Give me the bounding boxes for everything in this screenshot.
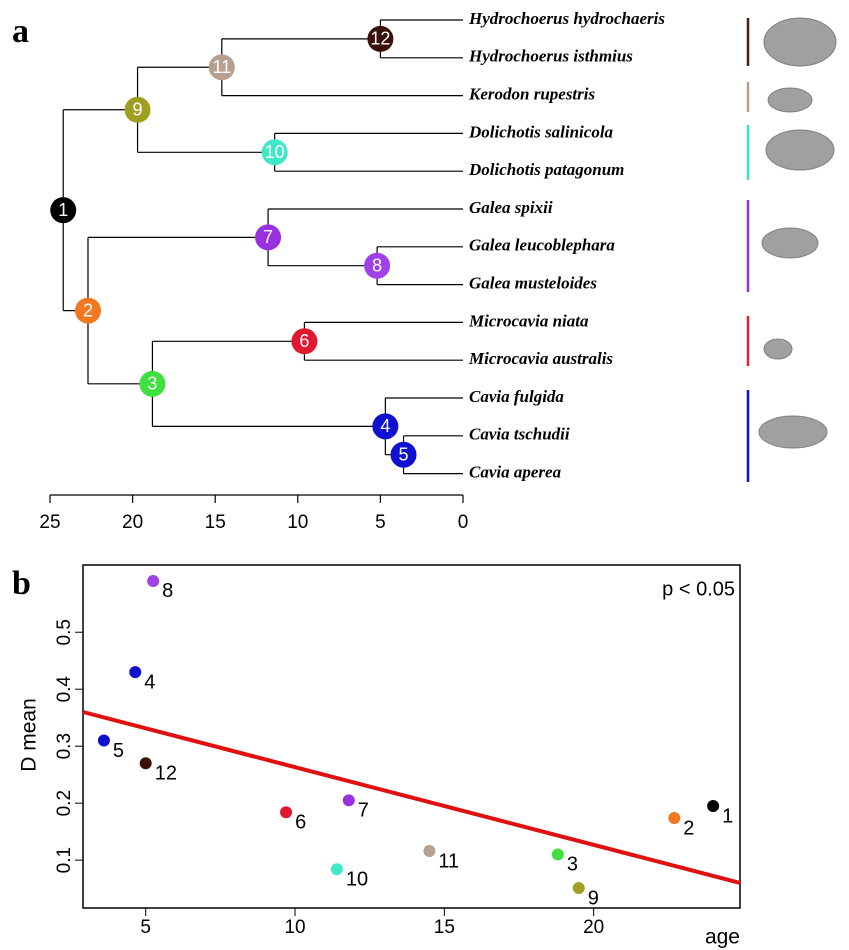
leaf-label: Galea spixii — [469, 198, 553, 217]
node-label: 6 — [299, 331, 309, 351]
leaf-label: Kerodon rupestris — [468, 85, 595, 104]
panel-label: a — [12, 13, 29, 50]
point-label: 10 — [346, 869, 368, 891]
point-label: 9 — [588, 887, 599, 909]
point-label: 1 — [722, 805, 733, 827]
point — [551, 848, 564, 861]
point-label: 3 — [567, 854, 578, 876]
animal-icon — [763, 338, 793, 360]
panel-label: b — [12, 565, 31, 602]
point-label: 6 — [295, 812, 306, 834]
node-label: 1 — [58, 200, 68, 220]
leaf-label: Microcavia niata — [468, 311, 589, 330]
x-tick-label: 20 — [122, 512, 143, 533]
leaf-label: Microcavia australis — [468, 349, 613, 368]
leaf-label: Galea musteloides — [469, 274, 597, 293]
animal-icon — [758, 415, 828, 449]
plot-frame — [82, 564, 741, 909]
node-label: 8 — [372, 255, 382, 275]
node — [50, 197, 77, 224]
x-tick-label: 0 — [458, 512, 469, 533]
point-label: 11 — [438, 850, 459, 872]
x-tick-label: 5 — [375, 512, 386, 533]
animal-icon — [761, 227, 819, 259]
node — [139, 370, 166, 397]
animal-icon — [765, 129, 835, 171]
y-axis-label: D mean — [18, 698, 41, 772]
leaf-label: Dolichotis patagonum — [468, 160, 624, 179]
node-label: 4 — [380, 416, 390, 436]
animal-icon — [763, 17, 837, 67]
y-tick-label: 0.2 — [54, 790, 75, 816]
annotation: p < 0.05 — [662, 578, 735, 600]
point — [97, 734, 110, 747]
node-label: 2 — [83, 300, 93, 320]
leaf-label: Hydrochoerus hydrochaeris — [468, 9, 665, 28]
fit-line — [82, 710, 741, 885]
x-axis-label: age — [705, 926, 740, 949]
point — [330, 863, 343, 876]
leaf-label: Dolichotis salinicola — [468, 122, 614, 141]
x-tick-label: 25 — [39, 512, 60, 533]
leaf-label: Cavia aperea — [469, 463, 562, 482]
node — [367, 25, 394, 52]
point — [707, 800, 720, 813]
animal-icons — [758, 17, 837, 449]
point — [423, 845, 436, 858]
animal-icon — [767, 87, 813, 113]
x-tick-label: 20 — [583, 917, 604, 938]
node-label: 10 — [265, 142, 285, 162]
point — [129, 666, 142, 679]
point-label: 5 — [113, 740, 124, 762]
point-label: 12 — [155, 763, 177, 785]
y-tick-label: 0.4 — [54, 676, 75, 703]
y-tick-label: 0.3 — [54, 733, 75, 759]
point — [342, 794, 355, 807]
point-label: 8 — [162, 580, 173, 602]
node — [372, 413, 399, 440]
node — [255, 224, 282, 251]
node-label: 11 — [212, 57, 231, 77]
node — [208, 54, 235, 81]
node-label: 3 — [147, 374, 157, 394]
node — [261, 139, 288, 166]
leaf-label: Galea leucoblephara — [469, 236, 615, 255]
node-label: 7 — [263, 227, 273, 247]
point — [572, 882, 585, 895]
point-label: 4 — [144, 671, 155, 693]
node-label: 5 — [399, 444, 409, 464]
leaf-label: Cavia tschudii — [469, 425, 570, 444]
leaf-label: Hydrochoerus isthmius — [468, 47, 633, 66]
point-label: 7 — [358, 800, 369, 822]
node — [364, 252, 391, 279]
point — [147, 574, 160, 587]
node-label: 12 — [370, 29, 390, 49]
x-tick-label: 5 — [140, 917, 151, 938]
leaf-label: Cavia fulgida — [469, 387, 564, 406]
node — [74, 297, 101, 324]
y-tick-label: 0.1 — [54, 847, 75, 873]
x-tick-label: 15 — [205, 512, 226, 533]
x-tick-label: 15 — [434, 917, 455, 938]
point-label: 2 — [683, 817, 694, 839]
y-tick-label: 0.5 — [54, 619, 75, 645]
node — [390, 441, 417, 468]
point — [139, 757, 152, 770]
point — [280, 806, 293, 819]
node — [291, 328, 318, 355]
node — [124, 96, 151, 123]
point — [668, 811, 681, 824]
node-label: 9 — [133, 100, 143, 120]
x-tick-label: 10 — [284, 917, 305, 938]
x-tick-label: 10 — [287, 512, 308, 533]
